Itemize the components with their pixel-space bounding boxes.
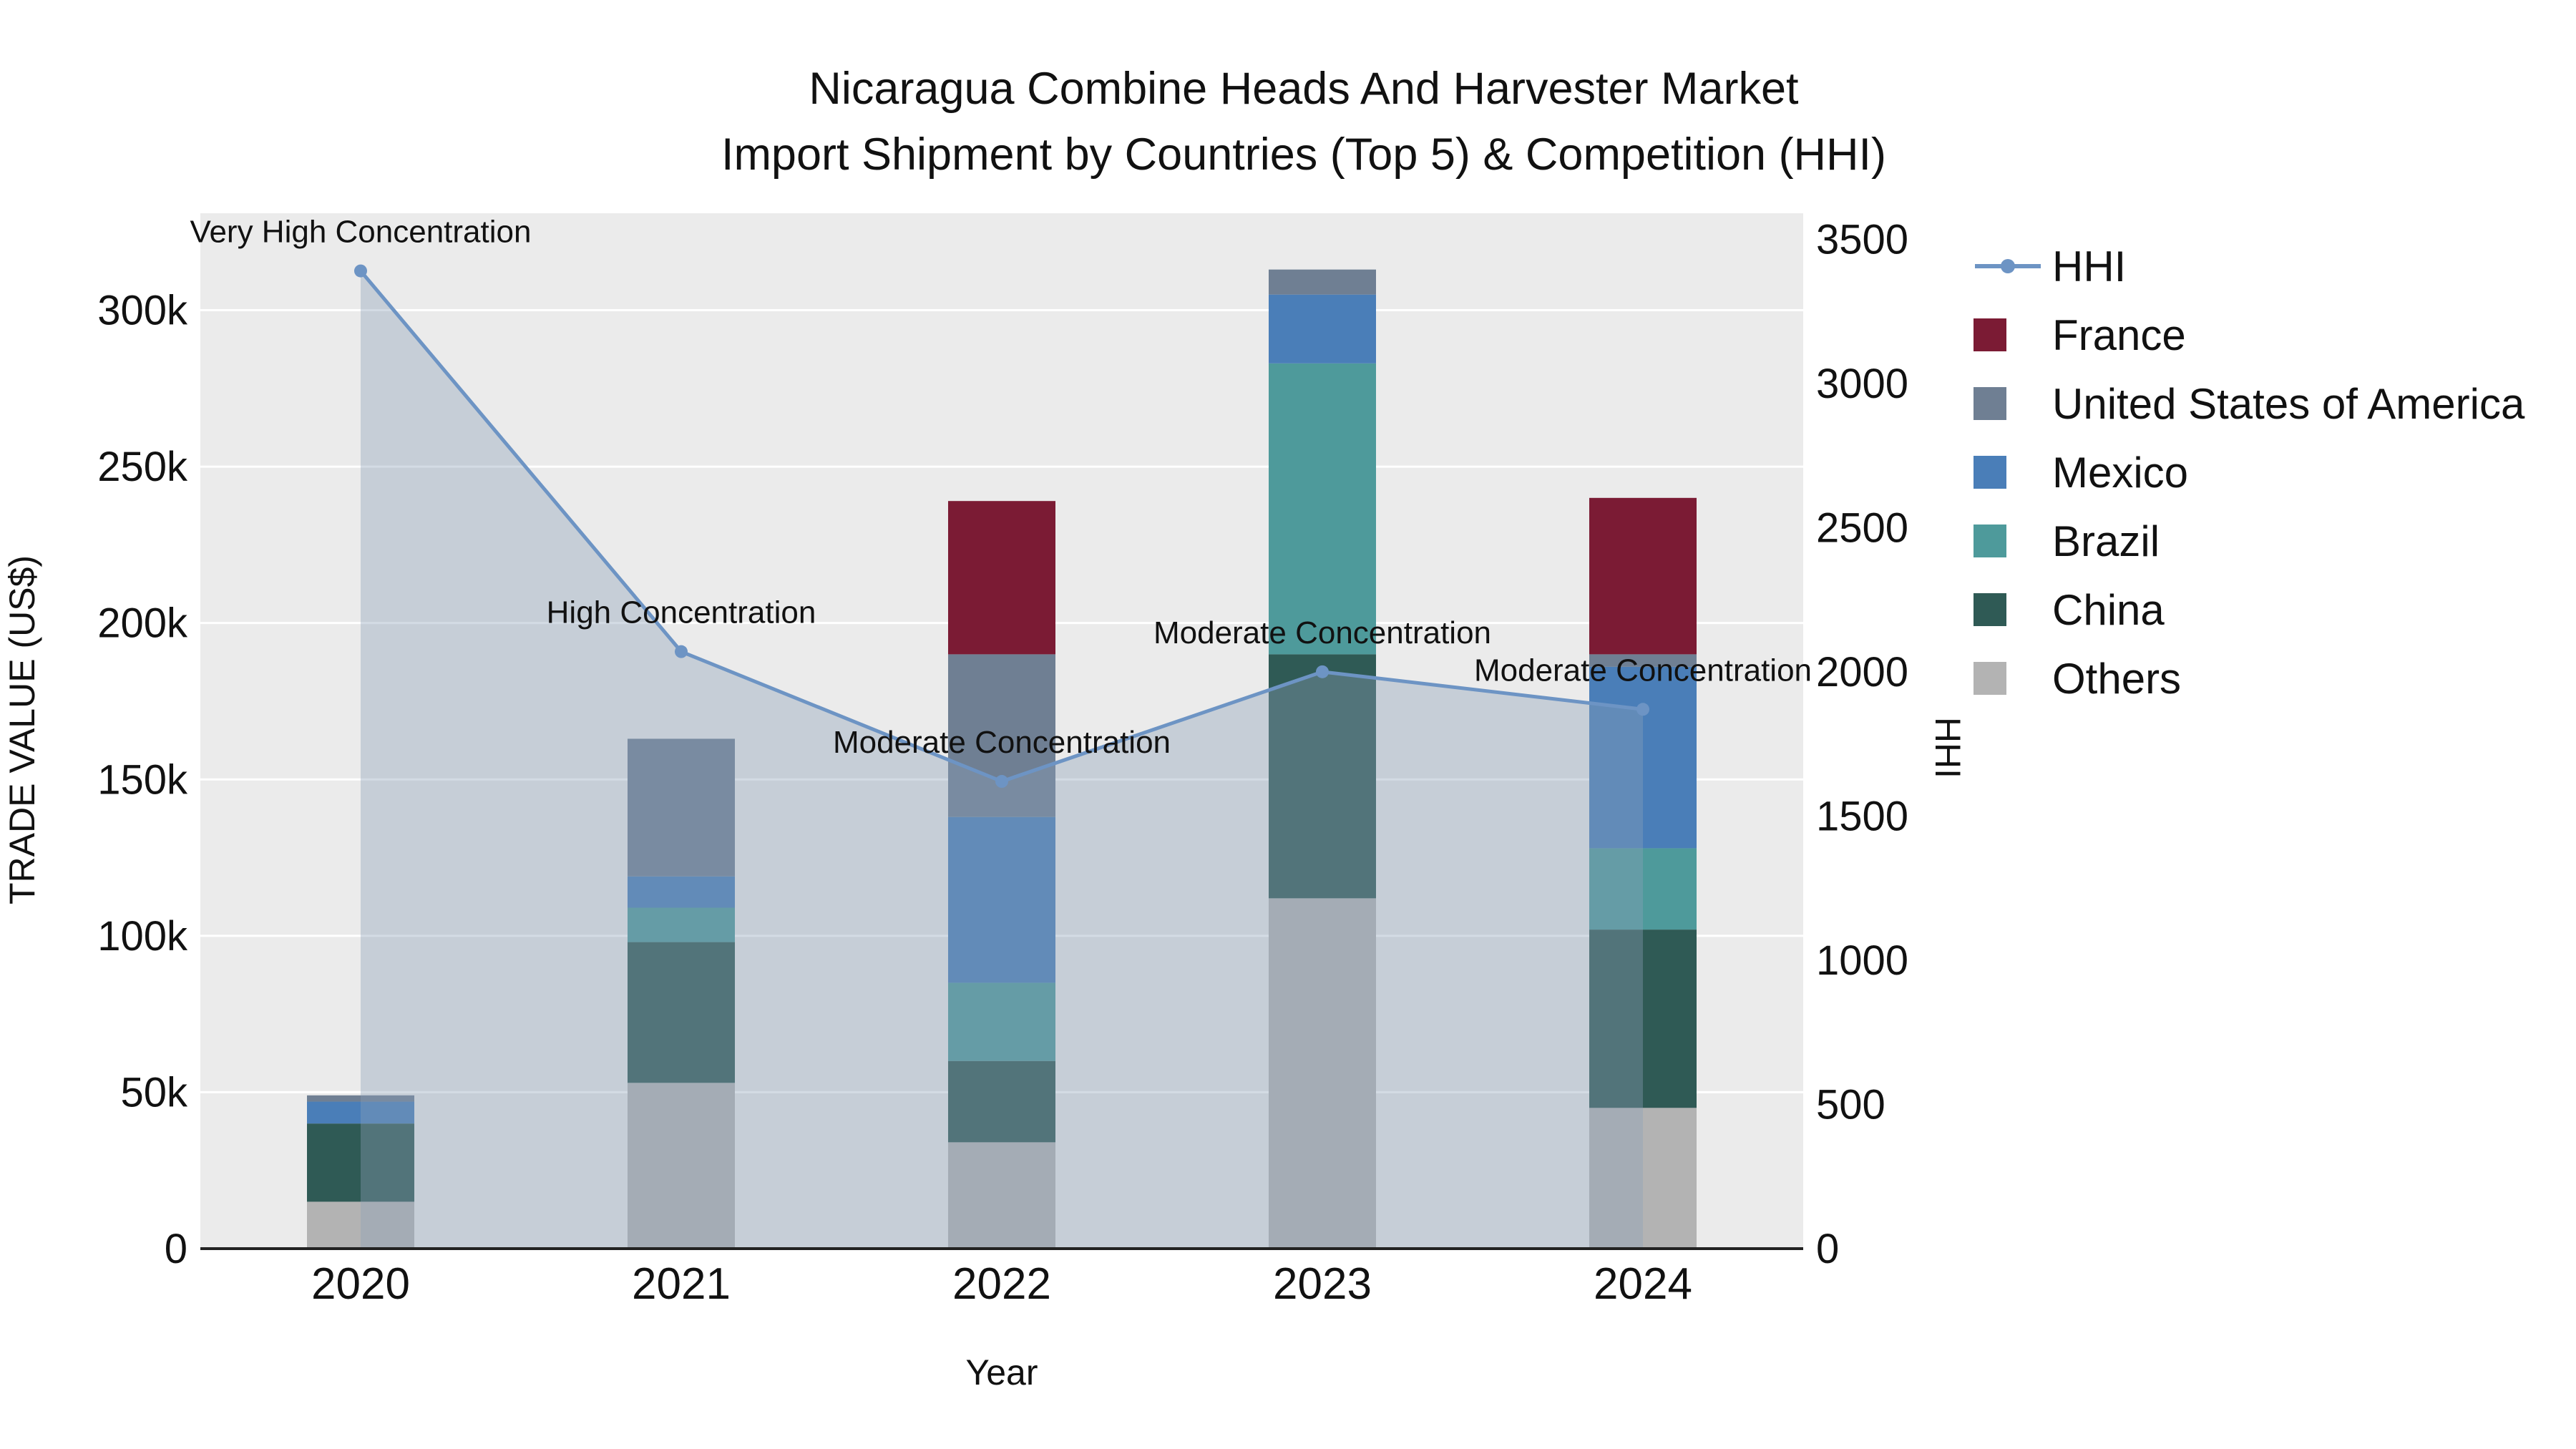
hhi-marker	[1636, 703, 1649, 716]
legend-label-others: Others	[2052, 654, 2182, 703]
bar-segment-china	[307, 1123, 414, 1202]
annotation-2023: Moderate Concentration	[1153, 615, 1491, 650]
bar-segment-united-states-of-america	[307, 1095, 414, 1102]
legend-label-hhi: HHI	[2052, 242, 2127, 291]
legend: HHI France United States of America Mexico B…	[1974, 241, 2524, 703]
legend-item-united-states-of-america[interactable]: United States of America	[1974, 379, 2524, 429]
hhi-marker	[675, 645, 688, 658]
legend-item-hhi[interactable]: HHI	[1974, 241, 2524, 291]
bar-segment-brazil	[628, 907, 735, 942]
hhi-marker	[1316, 665, 1329, 678]
bar-segment-mexico	[307, 1101, 414, 1124]
legend-label-united-states-of-america: United States of America	[2052, 379, 2525, 428]
bar-segment-france	[948, 501, 1055, 655]
bar-segment-france	[1589, 497, 1697, 655]
legend-line-glyph	[1974, 250, 2045, 283]
x-tick-label: 2024	[1594, 1259, 1692, 1309]
x-tick-label: 2022	[952, 1259, 1051, 1309]
bar-segment-china	[628, 942, 735, 1083]
bar-segment-others	[307, 1201, 414, 1249]
bar-segment-others	[628, 1083, 735, 1249]
bar-segment-united-states-of-america	[628, 738, 735, 877]
right-tick-label: 1000	[1816, 937, 1908, 984]
x-tick-label: 2020	[311, 1259, 410, 1309]
legend-item-mexico[interactable]: Mexico	[1974, 447, 2524, 497]
right-tick-label: 1500	[1816, 793, 1908, 839]
annotation-2020: Very High Concentration	[190, 215, 532, 250]
swatch-color	[1974, 318, 2006, 351]
legend-item-others[interactable]: Others	[1974, 653, 2524, 703]
bar-segment-brazil	[1269, 363, 1376, 655]
legend-swatch-united-states-of-america	[1974, 387, 2045, 420]
annotation-2024: Moderate Concentration	[1474, 653, 1812, 688]
chart-title-line2: Import Shipment by Countries (Top 5) & C…	[721, 130, 1887, 180]
bar-segment-china	[1589, 930, 1697, 1108]
left-tick-label: 200k	[97, 600, 188, 647]
left-tick-label: 100k	[97, 913, 188, 960]
chart-title-line1: Nicaragua Combine Heads And Harvester Ma…	[809, 64, 1799, 114]
bar-segment-others	[948, 1142, 1055, 1249]
left-tick-label: 50k	[120, 1069, 188, 1116]
legend-item-brazil[interactable]: Brazil	[1974, 516, 2524, 566]
swatch-color	[1974, 662, 2006, 695]
bar-segment-others	[1269, 898, 1376, 1249]
legend-item-france[interactable]: France	[1974, 310, 2524, 360]
hhi-marker	[995, 775, 1008, 789]
x-axis-title: Year	[965, 1352, 1038, 1392]
legend-label-mexico: Mexico	[2052, 448, 2189, 497]
annotation-2021: High Concentration	[547, 595, 816, 630]
legend-swatch-france	[1974, 318, 2045, 351]
swatch-color	[1974, 525, 2006, 557]
bar-segment-brazil	[948, 982, 1055, 1061]
chart-title: Nicaragua Combine Heads And Harvester Ma…	[0, 56, 2576, 187]
legend-swatch-mexico	[1974, 456, 2045, 489]
right-tick-label: 2000	[1816, 649, 1908, 696]
left-tick-label: 0	[165, 1226, 187, 1272]
bar-segment-brazil	[1589, 848, 1697, 930]
hhi-area	[361, 270, 1643, 1249]
right-tick-label: 2500	[1816, 504, 1908, 551]
left-tick-label: 250k	[97, 444, 188, 490]
bar-segment-mexico	[1589, 666, 1697, 849]
right-tick-label: 3500	[1816, 216, 1908, 263]
right-tick-label: 0	[1816, 1226, 1839, 1272]
bar-segment-united-states-of-america	[1589, 654, 1697, 667]
x-tick-label: 2021	[632, 1259, 731, 1309]
swatch-color	[1974, 456, 2006, 489]
legend-label-brazil: Brazil	[2052, 517, 2160, 565]
y-axis-title-left: TRADE VALUE (US$)	[2, 555, 42, 904]
hhi-marker	[354, 264, 367, 278]
legend-label-france: France	[2052, 311, 2186, 359]
legend-swatch-china	[1974, 593, 2045, 626]
bar-segment-united-states-of-america	[948, 654, 1055, 817]
x-tick-label: 2023	[1273, 1259, 1372, 1309]
y-axis-title-right: HHI	[1928, 717, 1968, 779]
bar-segment-china	[1269, 654, 1376, 899]
bar-segment-china	[948, 1060, 1055, 1143]
legend-item-china[interactable]: China	[1974, 585, 2524, 635]
swatch-color	[1974, 593, 2006, 626]
legend-swatch-others	[1974, 662, 2045, 695]
bar-segment-united-states-of-america	[1269, 269, 1376, 295]
bar-segment-mexico	[1269, 294, 1376, 364]
annotation-2022: Moderate Concentration	[833, 725, 1171, 760]
legend-label-china: China	[2052, 585, 2165, 634]
swatch-color	[1974, 387, 2006, 420]
left-tick-label: 150k	[97, 756, 188, 803]
right-tick-label: 3000	[1816, 361, 1908, 407]
bar-segment-mexico	[628, 876, 735, 908]
left-tick-label: 300k	[97, 288, 188, 334]
right-tick-label: 500	[1816, 1081, 1885, 1128]
bar-segment-mexico	[948, 816, 1055, 983]
bar-segment-others	[1589, 1108, 1697, 1249]
legend-swatch-brazil	[1974, 525, 2045, 557]
